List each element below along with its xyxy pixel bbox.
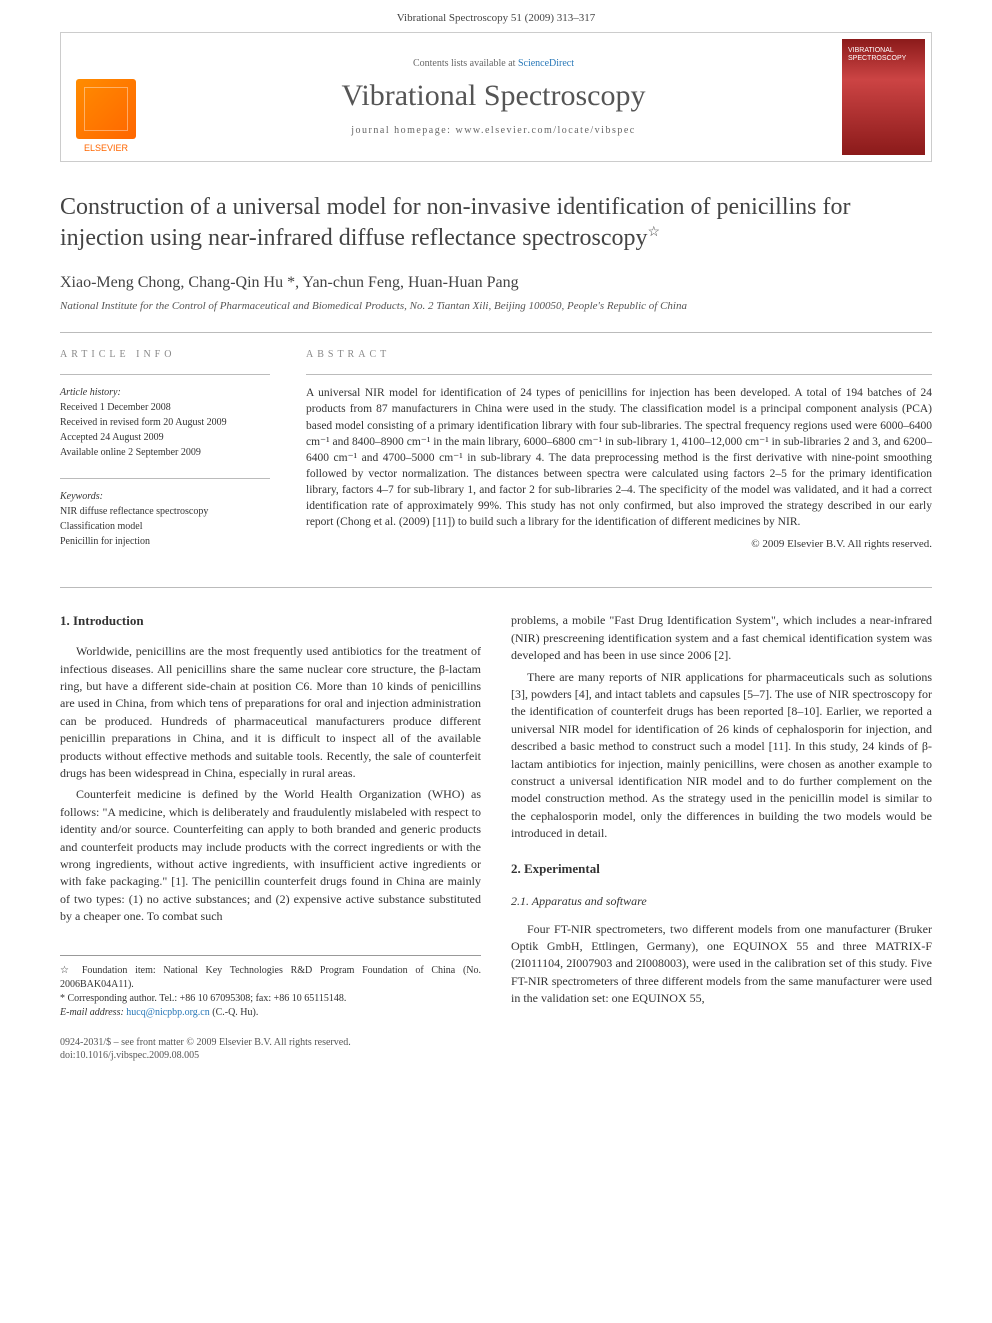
- left-column: 1. Introduction Worldwide, penicillins a…: [60, 612, 481, 1062]
- history-online: Available online 2 September 2009: [60, 445, 270, 460]
- cover-thumbnail-block: [836, 33, 931, 161]
- homepage-url[interactable]: www.elsevier.com/locate/vibspec: [455, 125, 635, 136]
- divider: [60, 587, 932, 588]
- homepage-line: journal homepage: www.elsevier.com/locat…: [351, 125, 635, 136]
- section-heading: 2. Experimental: [511, 860, 932, 879]
- banner-center: Contents lists available at ScienceDirec…: [151, 33, 836, 161]
- footnote: ☆ Foundation item: National Key Technolo…: [60, 964, 481, 992]
- keywords-block: Keywords: NIR diffuse reflectance spectr…: [60, 489, 270, 549]
- journal-cover-icon: [842, 39, 925, 155]
- paragraph: Four FT-NIR spectrometers, two different…: [511, 921, 932, 1008]
- email-label: E-mail address:: [60, 1007, 124, 1018]
- keyword: Penicillin for injection: [60, 534, 270, 549]
- elsevier-logo-icon: [76, 79, 136, 139]
- email-link[interactable]: hucq@nicpbp.org.cn: [126, 1007, 209, 1018]
- paragraph: Worldwide, penicillins are the most freq…: [60, 643, 481, 782]
- email-name: (C.-Q. Hu).: [212, 1007, 258, 1018]
- abstract-column: ABSTRACT A universal NIR model for ident…: [306, 349, 932, 567]
- abstract-copyright: © 2009 Elsevier B.V. All rights reserved…: [306, 538, 932, 550]
- sciencedirect-link[interactable]: ScienceDirect: [518, 58, 574, 69]
- divider: [306, 374, 932, 375]
- keywords-label: Keywords:: [60, 489, 270, 504]
- article-info-column: ARTICLE INFO Article history: Received 1…: [60, 349, 270, 567]
- divider: [60, 374, 270, 375]
- footnotes: ☆ Foundation item: National Key Technolo…: [60, 955, 481, 1020]
- history-received: Received 1 December 2008: [60, 400, 270, 415]
- keyword: Classification model: [60, 519, 270, 534]
- section-heading: 1. Introduction: [60, 612, 481, 631]
- body-columns: 1. Introduction Worldwide, penicillins a…: [60, 612, 932, 1062]
- article-body: Construction of a universal model for no…: [0, 192, 992, 1062]
- abstract-text: A universal NIR model for identification…: [306, 385, 932, 530]
- title-footnote-star: ☆: [647, 225, 660, 240]
- publisher-name: ELSEVIER: [84, 143, 128, 153]
- paragraph: problems, a mobile "Fast Drug Identifica…: [511, 612, 932, 664]
- divider: [60, 478, 270, 479]
- author-list: Xiao-Meng Chong, Chang-Qin Hu *, Yan-chu…: [60, 274, 932, 292]
- front-matter-line: 0924-2031/$ – see front matter © 2009 El…: [60, 1036, 481, 1049]
- title-text: Construction of a universal model for no…: [60, 194, 850, 251]
- abstract-label: ABSTRACT: [306, 349, 932, 360]
- info-abstract-row: ARTICLE INFO Article history: Received 1…: [60, 333, 932, 587]
- homepage-prefix: journal homepage:: [351, 125, 455, 136]
- paragraph: Counterfeit medicine is defined by the W…: [60, 786, 481, 925]
- journal-name: Vibrational Spectroscopy: [342, 79, 646, 113]
- history-label: Article history:: [60, 385, 270, 400]
- affiliation: National Institute for the Control of Ph…: [60, 300, 932, 312]
- running-header: Vibrational Spectroscopy 51 (2009) 313–3…: [0, 0, 992, 32]
- footnote: * Corresponding author. Tel.: +86 10 670…: [60, 992, 481, 1006]
- right-column: problems, a mobile "Fast Drug Identifica…: [511, 612, 932, 1062]
- citation-text: Vibrational Spectroscopy 51 (2009) 313–3…: [397, 12, 596, 24]
- journal-banner: ELSEVIER Contents lists available at Sci…: [60, 32, 932, 162]
- history-accepted: Accepted 24 August 2009: [60, 430, 270, 445]
- corresponding-label: * Corresponding author. Tel.: +86 10 670…: [60, 993, 346, 1004]
- doi-line: doi:10.1016/j.vibspec.2009.08.005: [60, 1049, 481, 1062]
- keyword: NIR diffuse reflectance spectroscopy: [60, 504, 270, 519]
- paragraph: There are many reports of NIR applicatio…: [511, 669, 932, 843]
- footer-meta: 0924-2031/$ – see front matter © 2009 El…: [60, 1036, 481, 1062]
- history-block: Article history: Received 1 December 200…: [60, 385, 270, 460]
- info-label: ARTICLE INFO: [60, 349, 270, 360]
- footnote-email: E-mail address: hucq@nicpbp.org.cn (C.-Q…: [60, 1006, 481, 1020]
- subsection-heading: 2.1. Apparatus and software: [511, 893, 932, 910]
- history-revised: Received in revised form 20 August 2009: [60, 415, 270, 430]
- article-title: Construction of a universal model for no…: [60, 192, 932, 254]
- contents-line: Contents lists available at ScienceDirec…: [413, 58, 574, 69]
- publisher-block: ELSEVIER: [61, 33, 151, 161]
- contents-prefix: Contents lists available at: [413, 58, 518, 69]
